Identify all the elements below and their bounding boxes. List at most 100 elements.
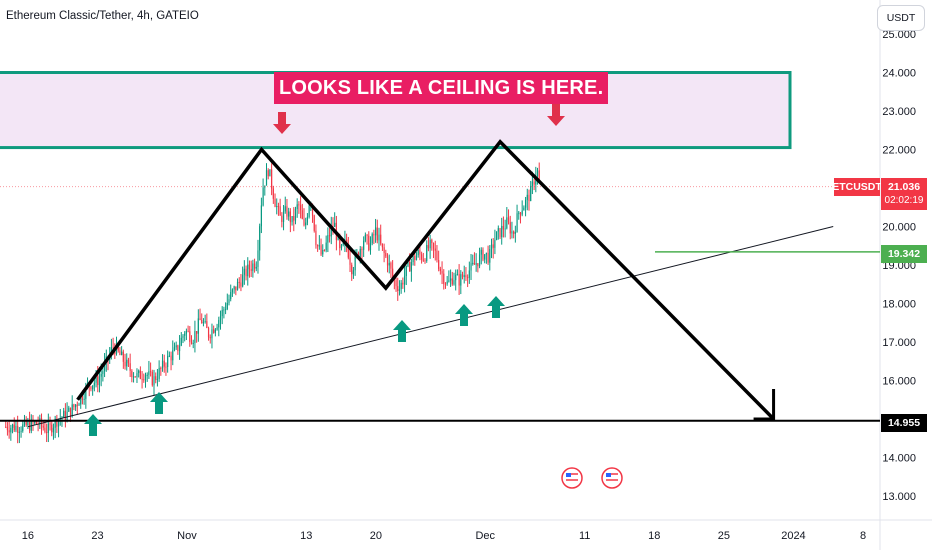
candle-body <box>274 198 276 207</box>
support-trendline <box>27 226 834 428</box>
x-tick-label: 13 <box>300 530 312 542</box>
candle-body <box>102 371 104 374</box>
candle-body <box>219 316 222 321</box>
candle-body <box>349 257 351 265</box>
candle-body <box>395 280 397 287</box>
y-tick-label: 19.000 <box>882 260 916 272</box>
candle-body <box>170 355 172 361</box>
currency-button[interactable]: USDT <box>877 5 925 31</box>
candle-body <box>311 204 314 216</box>
candle-body <box>524 199 527 208</box>
arrow-up-icon <box>393 320 411 342</box>
candle-body <box>75 404 77 408</box>
candle-body <box>163 360 165 367</box>
y-tick-label: 24.000 <box>882 68 916 80</box>
candle-body <box>277 206 280 208</box>
candle-body <box>318 245 320 247</box>
candle-body <box>528 194 530 202</box>
candle-body <box>443 273 445 284</box>
candle-body <box>168 355 170 357</box>
candle-body <box>513 231 515 234</box>
x-tick-label: 18 <box>648 530 660 542</box>
candle-body <box>301 210 303 219</box>
candle-body <box>209 337 211 339</box>
x-tick-label: 25 <box>718 530 730 542</box>
candle-body <box>441 271 443 274</box>
candle-body <box>398 289 401 291</box>
candle-body <box>253 263 256 269</box>
candle-body <box>453 280 455 285</box>
countdown-value: 02:02:19 <box>884 195 924 206</box>
chart-title: Ethereum Classic/Tether, 4h, GATEIO <box>6 10 199 22</box>
candle-body <box>535 176 537 185</box>
arrow-up-icon <box>487 296 505 318</box>
candle-body <box>112 347 114 349</box>
candle-body <box>124 361 126 367</box>
candle-body <box>299 205 302 211</box>
candle-body <box>392 268 394 277</box>
flag-canton <box>606 473 611 477</box>
candle-body <box>136 373 138 378</box>
candle-body <box>27 421 29 426</box>
candle-body <box>289 211 291 223</box>
candle-body <box>451 278 453 285</box>
candle-body <box>306 216 309 223</box>
candle-body <box>478 254 481 267</box>
candle-body <box>494 239 496 248</box>
candle-body <box>276 206 278 208</box>
candle-body <box>202 322 205 324</box>
x-tick-label: Nov <box>177 530 197 542</box>
level-green-badge: 19.342 <box>881 245 927 263</box>
candle-body <box>150 371 152 373</box>
candle-body <box>455 274 457 281</box>
x-tick-label: 23 <box>91 530 103 542</box>
candle-body <box>122 351 124 362</box>
candle-body <box>167 356 169 368</box>
candle-body <box>461 274 464 277</box>
candle-body <box>351 264 353 275</box>
candle-body <box>485 252 487 255</box>
candle-body <box>323 249 326 251</box>
candle-body <box>248 264 251 270</box>
candle-body <box>185 330 187 334</box>
candle-body <box>422 259 424 261</box>
candle-body <box>271 169 273 189</box>
candle-body <box>386 256 389 266</box>
candle-body <box>303 218 305 226</box>
candle-body <box>11 424 14 428</box>
candle-body <box>131 370 133 378</box>
candle-body <box>35 421 38 424</box>
candle-body <box>400 282 402 290</box>
candle-body <box>426 245 428 261</box>
candle-body <box>383 247 385 253</box>
candle-body <box>226 302 228 309</box>
candle-body <box>141 378 143 380</box>
candle-body <box>536 170 539 177</box>
candle-body <box>177 345 179 352</box>
candle-body <box>530 185 532 202</box>
candle-body <box>490 244 493 250</box>
candle-body <box>245 268 247 277</box>
candle-body <box>69 407 72 417</box>
level-black-badge: 14.955 <box>881 414 927 432</box>
candle-body <box>427 245 430 249</box>
candle-body <box>5 426 7 428</box>
candle-body <box>417 250 419 256</box>
candle-body <box>446 281 448 284</box>
candle-body <box>6 426 9 431</box>
candle-body <box>521 210 523 215</box>
candle-body <box>240 282 242 287</box>
candle-body <box>15 425 17 431</box>
candle-body <box>477 263 479 267</box>
candle-body <box>340 245 343 249</box>
candle-body <box>403 276 406 285</box>
candle-body <box>429 239 431 249</box>
x-tick-label: Dec <box>475 530 495 542</box>
candle-body <box>211 329 213 339</box>
last-price-badge: 21.036 02:02:19 <box>881 178 927 210</box>
candle-body <box>359 248 361 258</box>
candle-body <box>489 249 491 263</box>
candle-body <box>213 329 215 333</box>
candle-body <box>52 427 55 433</box>
candle-body <box>110 347 113 355</box>
